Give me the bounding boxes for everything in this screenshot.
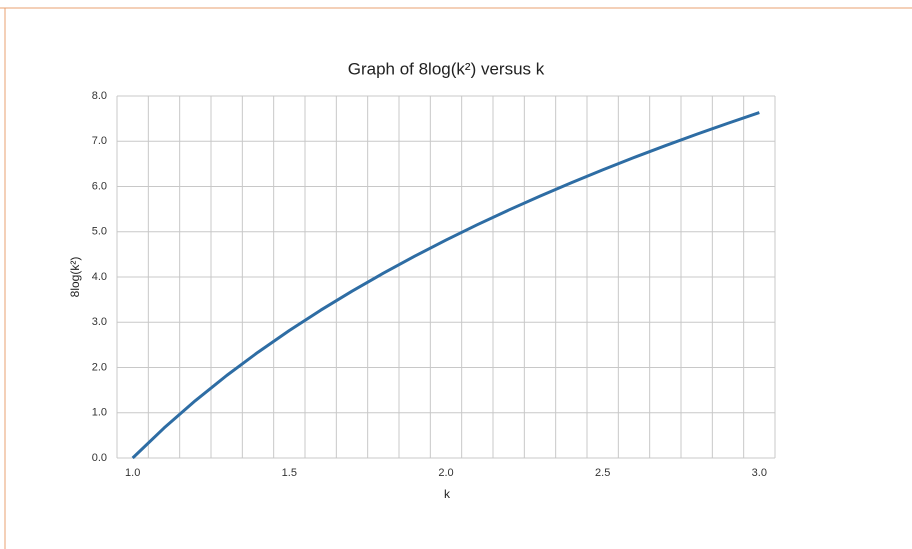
y-tick-label: 8.0 [92, 90, 107, 102]
chart-title: Graph of 8log(k²) versus k [348, 59, 545, 78]
x-tick-label: 1.5 [282, 467, 297, 479]
y-tick-label: 6.0 [92, 180, 107, 192]
x-tick-label: 2.5 [595, 467, 610, 479]
x-tick-label: 3.0 [752, 467, 767, 479]
y-tick-label: 5.0 [92, 226, 107, 238]
y-tick-label: 7.0 [92, 135, 107, 147]
y-tick-label: 1.0 [92, 407, 107, 419]
y-tick-label: 2.0 [92, 361, 107, 373]
line-series [131, 111, 760, 460]
x-axis-label: k [444, 487, 451, 501]
x-tick-label: 2.0 [438, 467, 453, 479]
y-tick-label: 0.0 [92, 452, 107, 464]
y-tick-label: 4.0 [92, 271, 107, 283]
y-axis-label: 8log(k²) [68, 257, 82, 298]
x-tick-label: 1.0 [125, 467, 140, 479]
y-tick-label: 3.0 [92, 316, 107, 328]
